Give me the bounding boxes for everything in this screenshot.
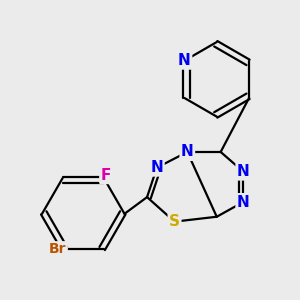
Text: N: N: [151, 160, 163, 175]
Text: N: N: [237, 194, 250, 209]
Text: S: S: [169, 214, 180, 229]
Text: N: N: [237, 164, 250, 179]
Text: N: N: [181, 145, 194, 160]
Text: F: F: [100, 168, 111, 183]
Text: Br: Br: [49, 242, 67, 256]
Text: N: N: [178, 53, 191, 68]
